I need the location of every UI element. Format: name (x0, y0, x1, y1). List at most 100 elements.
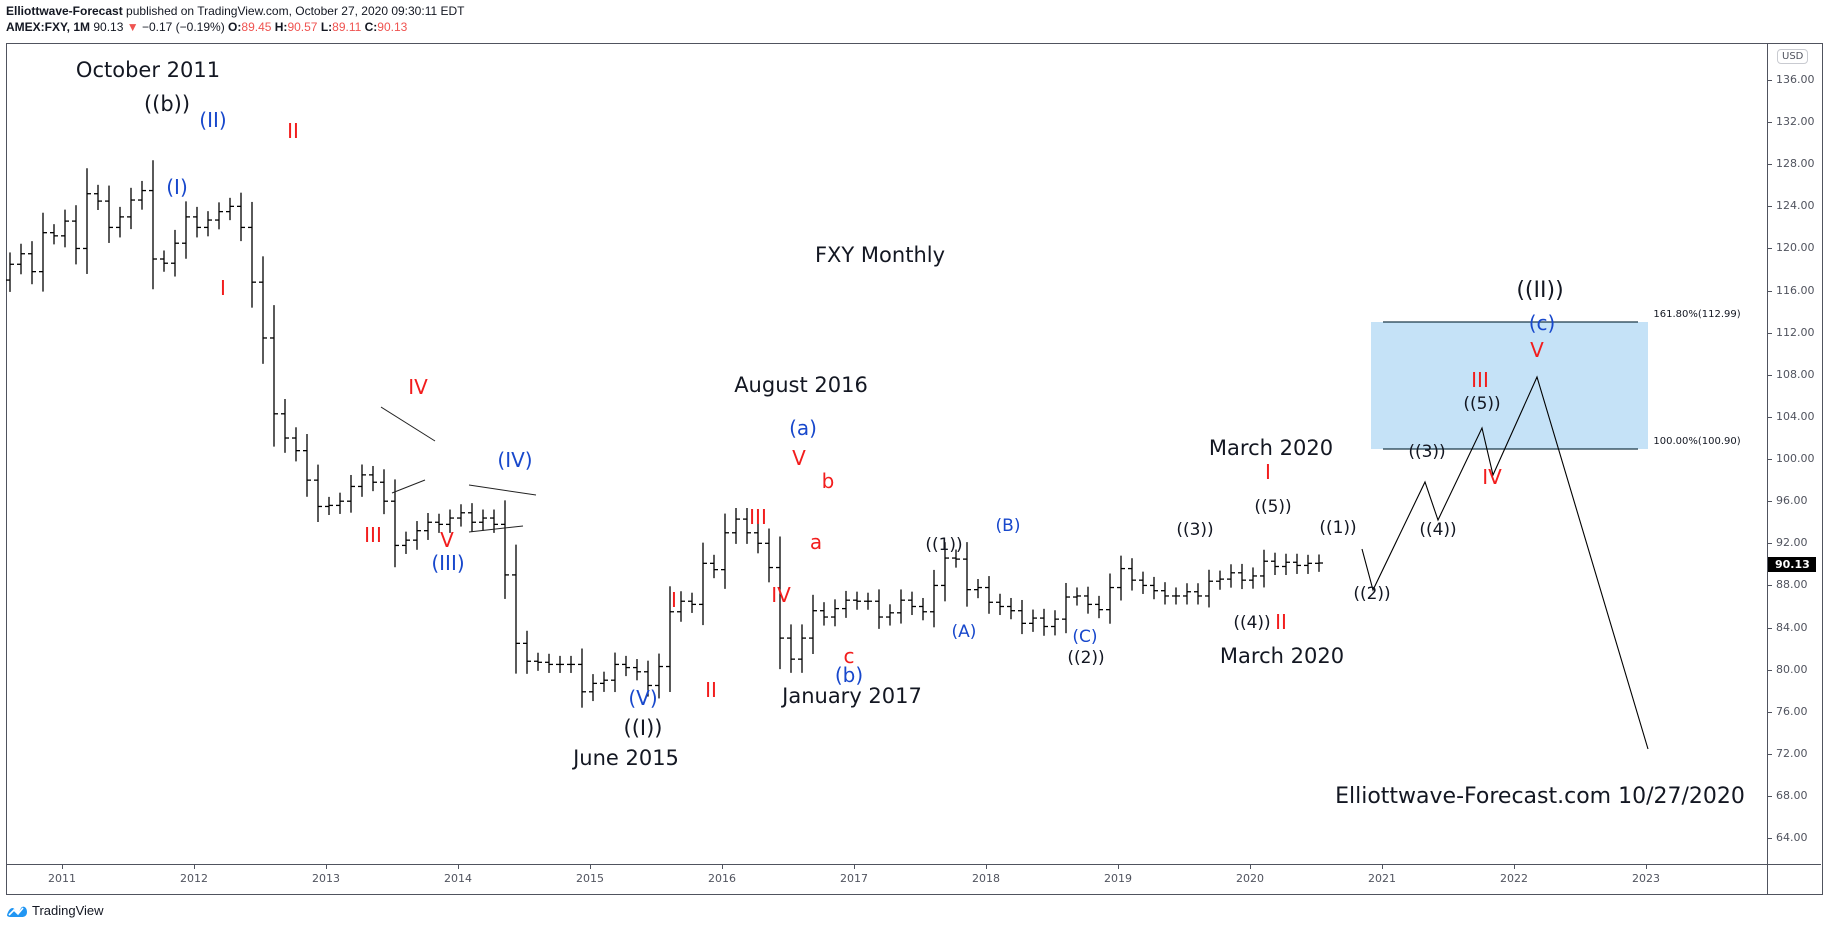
time-tick-label: 2020 (1236, 872, 1264, 885)
price-tick-label: 92.00 (1776, 536, 1808, 550)
wave-label: I (1265, 460, 1271, 484)
price-tick-label: 116.00 (1776, 283, 1815, 297)
price-tick-label: 88.00 (1776, 578, 1808, 592)
price-tick-label: 76.00 (1776, 704, 1808, 718)
chart-pane[interactable] (6, 43, 1823, 895)
price-tick-label: 68.00 (1776, 789, 1808, 803)
wave-label: ((4)) (1419, 519, 1457, 540)
price-tick-label: 108.00 (1776, 367, 1815, 381)
price-tick (1767, 290, 1772, 292)
time-tick (986, 864, 987, 869)
wave-label: October 2011 (75, 57, 221, 82)
publish-info: Elliottwave-Forecast published on Tradin… (6, 4, 464, 18)
price-tick (1767, 501, 1772, 503)
wave-label: IV (408, 375, 428, 399)
price-tick-label: 112.00 (1776, 325, 1815, 339)
wave-label: (V) (628, 686, 658, 710)
price-tick (1767, 459, 1772, 461)
close-value: 90.13 (377, 20, 408, 34)
price-tick (1767, 374, 1772, 376)
tradingview-label: TradingView (32, 903, 104, 918)
price-tick (1767, 838, 1772, 840)
price-tick-label: 136.00 (1776, 73, 1815, 86)
fib-100-label: 100.00%(100.90) (1653, 436, 1741, 447)
open-value: 89.45 (241, 20, 272, 34)
price-tick-label: 124.00 (1776, 199, 1815, 213)
time-tick-label: 2021 (1368, 872, 1396, 885)
wave-label: ((5)) (1254, 496, 1292, 517)
wave-label: III (364, 523, 382, 547)
price-tick-label: 132.00 (1776, 115, 1815, 129)
price-change: −0.17 (−0.19%) (141, 20, 225, 34)
wave-label: ((3)) (1176, 519, 1214, 540)
wave-label: I (220, 276, 226, 300)
wave-label: (C) (1072, 626, 1098, 647)
price-tick-label: 120.00 (1776, 241, 1815, 255)
time-tick-label: 2015 (576, 872, 604, 885)
price-tick (1767, 416, 1772, 418)
close-label: C: (364, 20, 378, 34)
wave-label: ((II)) (1516, 278, 1564, 303)
wave-label: (b) (834, 663, 864, 687)
price-tick (1767, 80, 1772, 81)
price-tick (1767, 627, 1772, 629)
price-axis-divider (1767, 43, 1768, 894)
wave-label: ((1)) (925, 534, 963, 555)
price-tick-label: 80.00 (1776, 662, 1808, 676)
wave-label: March 2020 (1208, 435, 1334, 460)
wave-label: ((2)) (1067, 647, 1105, 668)
price-tick (1767, 543, 1772, 545)
wave-label: ((2)) (1353, 583, 1391, 604)
high-value: 90.57 (287, 20, 318, 34)
wave-label: ((5)) (1463, 393, 1501, 414)
wave-label: ((1)) (1319, 517, 1357, 538)
wave-label: (III) (431, 551, 465, 575)
wave-label: ((4)) (1233, 612, 1271, 633)
down-triangle-icon: ▼ (126, 20, 139, 34)
currency-badge[interactable]: USD (1777, 49, 1809, 64)
time-tick-label: 2011 (48, 872, 76, 885)
wave-label: (c) (1528, 311, 1556, 335)
price-tick (1767, 753, 1772, 755)
publisher-name[interactable]: Elliottwave-Forecast (6, 4, 123, 18)
low-label: L: (320, 20, 333, 34)
wave-label: III (749, 505, 767, 529)
wave-label: January 2017 (782, 683, 922, 708)
wave-label: IV (771, 583, 791, 607)
wave-label: (I) (166, 175, 188, 199)
time-tick (1646, 864, 1647, 869)
chart-title: FXY Monthly (814, 243, 946, 267)
wave-label: (II) (199, 108, 227, 132)
wave-label: ((b)) (143, 91, 191, 116)
tradingview-brand[interactable]: TradingView (6, 903, 104, 918)
wave-label: ((3)) (1408, 441, 1446, 462)
wave-label: III (1471, 368, 1489, 392)
wave-label: (a) (789, 416, 817, 440)
wave-label: c (843, 644, 855, 668)
time-tick (1118, 864, 1119, 869)
price-tick-label: 72.00 (1776, 746, 1808, 760)
price-tick-label: 96.00 (1776, 494, 1808, 508)
price-tick (1767, 122, 1772, 124)
time-tick-label: 2012 (180, 872, 208, 885)
wave-label: March 2020 (1219, 643, 1345, 668)
time-tick (854, 864, 855, 869)
symbol-interval[interactable]: AMEX:FXY, 1M (6, 20, 91, 34)
published-text: published on TradingView.com, October 27… (126, 4, 465, 18)
price-tick (1767, 332, 1772, 334)
time-tick (458, 864, 459, 869)
time-tick (1382, 864, 1383, 869)
wave-label: V (792, 446, 806, 470)
time-tick-label: 2022 (1500, 872, 1528, 885)
current-price-tag: 90.13 (1768, 557, 1816, 572)
time-tick (194, 864, 195, 869)
price-tick-label: 64.00 (1776, 831, 1808, 845)
tradingview-logo-icon (7, 906, 27, 917)
price-tick (1767, 164, 1772, 166)
wave-label: ((I)) (623, 715, 663, 740)
wave-label: August 2016 (734, 372, 868, 397)
price-tick-label: 100.00 (1776, 452, 1815, 466)
wave-label: II (287, 119, 299, 143)
time-tick-label: 2013 (312, 872, 340, 885)
time-tick (1514, 864, 1515, 869)
